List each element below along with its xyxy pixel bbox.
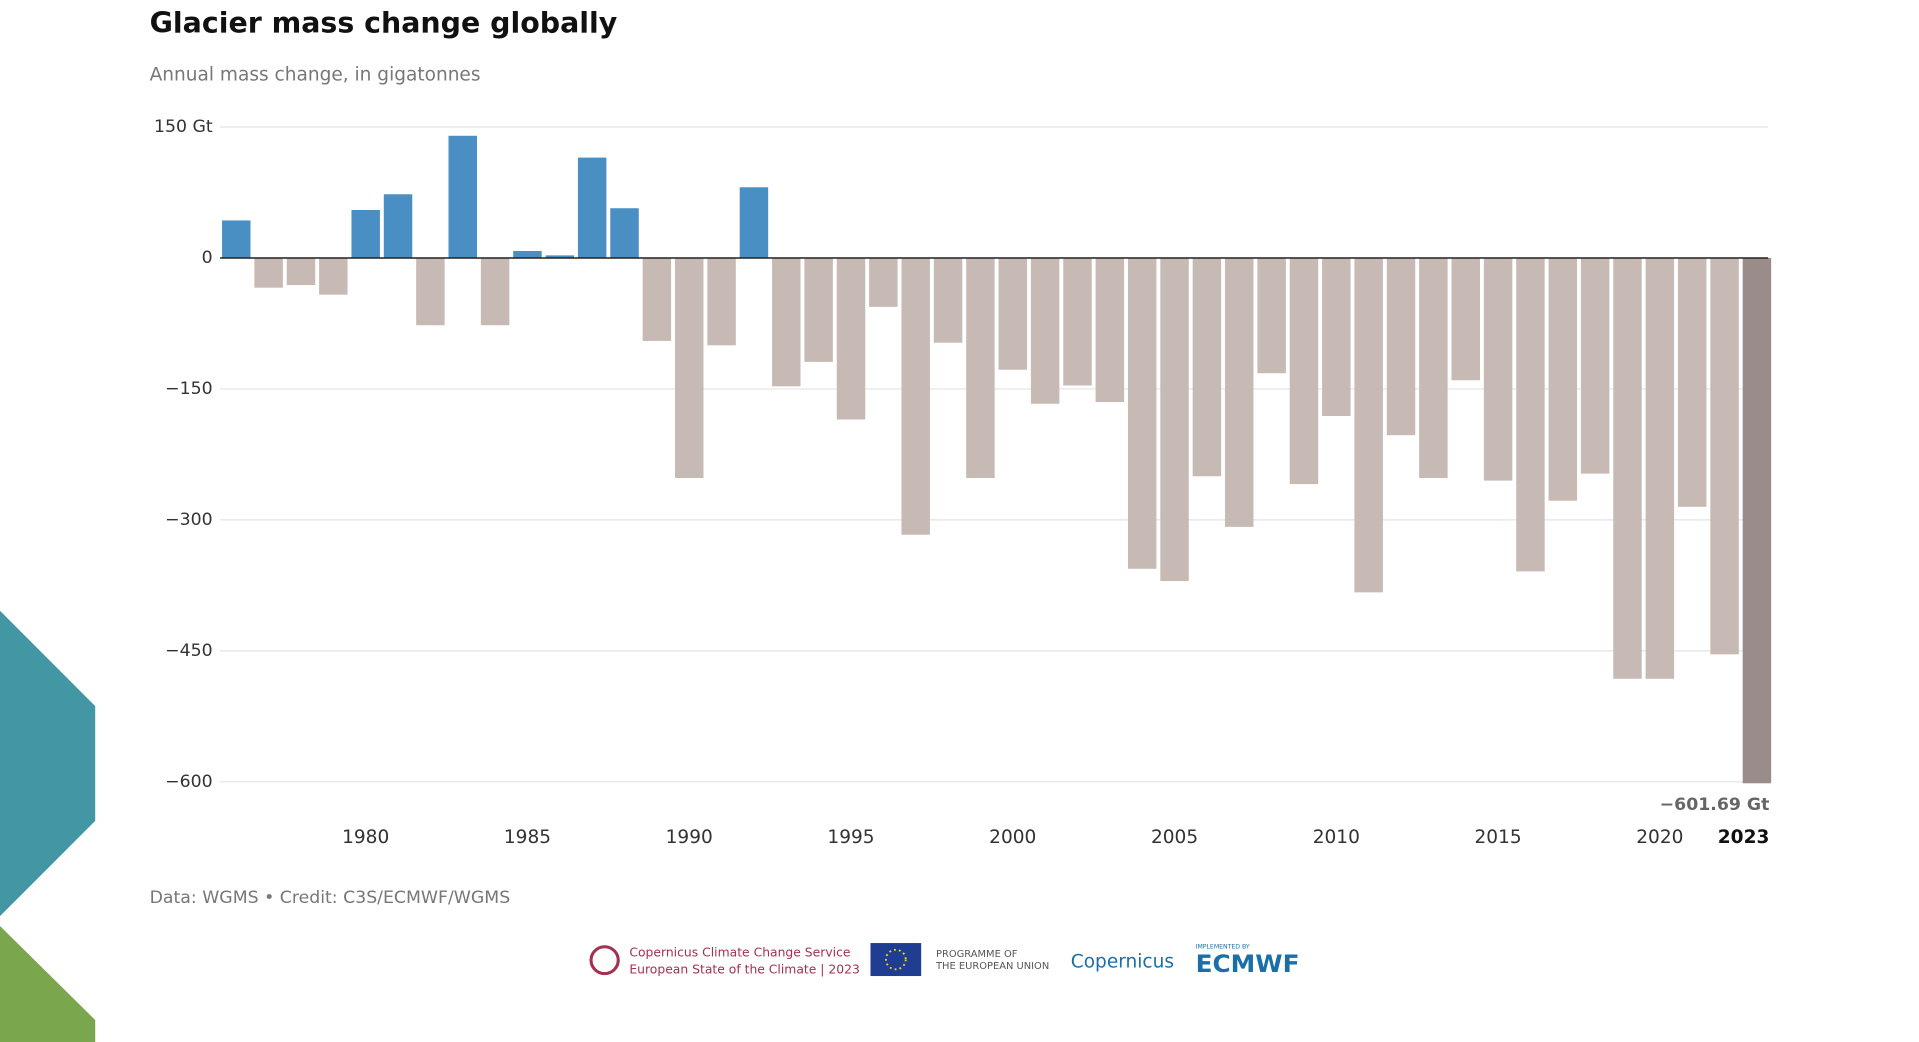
bar — [1257, 257, 1286, 374]
x-tick-label: 2000 — [989, 827, 1036, 848]
x-tick-label: 2015 — [1474, 827, 1521, 848]
bar — [998, 257, 1028, 370]
bar — [1354, 257, 1383, 593]
bar — [1386, 257, 1416, 436]
bar — [577, 157, 607, 258]
source: Data: WGMS • Credit: C3S/ECMWF/WGMS — [150, 888, 511, 908]
bar — [1613, 257, 1642, 679]
bar — [1322, 257, 1351, 417]
bar — [901, 257, 930, 535]
y-tick-label: −600 — [165, 772, 213, 792]
y-tick-label: −300 — [165, 510, 213, 530]
bar — [1160, 257, 1189, 582]
logo-text: Copernicus — [1071, 952, 1174, 973]
y-tick-label: 0 — [202, 248, 213, 268]
logo-text: PROGRAMME OF — [936, 949, 1018, 960]
bar — [642, 257, 672, 341]
y-tick-label: −150 — [165, 379, 213, 399]
c3s-icon — [589, 945, 620, 976]
x-tick-label: 1990 — [666, 827, 713, 848]
bar — [1030, 257, 1060, 404]
bar — [383, 194, 413, 258]
bar — [836, 257, 866, 420]
bar — [513, 251, 542, 258]
y-tick-label: −450 — [165, 641, 213, 661]
chart-subtitle: Annual mass change, in gigatonnes — [150, 65, 481, 86]
bar — [869, 257, 898, 307]
eu-stars — [885, 948, 907, 971]
bar — [966, 257, 995, 478]
bar — [1419, 257, 1448, 478]
logo-text: ECMWF — [1196, 949, 1300, 978]
bar — [1192, 257, 1222, 477]
bar — [1063, 257, 1092, 386]
bar — [480, 257, 510, 326]
bar — [351, 209, 380, 258]
bar — [319, 257, 348, 295]
logo-text: Copernicus Climate Change Service — [629, 945, 850, 959]
logo-text: European State of the Climate | 2023 — [629, 962, 859, 976]
bar — [222, 220, 251, 258]
bar — [739, 187, 769, 258]
bar — [1677, 257, 1707, 507]
bar — [674, 257, 704, 478]
plot: 150 Gt 0 −150 −300 −450 −600 −601.69 Gt 1980 198… — [154, 117, 1772, 848]
bar — [804, 257, 833, 362]
eu-flag — [870, 943, 922, 977]
x-tick-label: 1995 — [827, 827, 874, 848]
bar — [610, 208, 639, 258]
chart-title: Glacier mass change globally — [150, 7, 618, 40]
bar — [1127, 257, 1157, 569]
bar — [933, 257, 963, 343]
bar — [448, 135, 477, 258]
bar — [1742, 257, 1772, 784]
bar — [1516, 257, 1545, 572]
x-tick-label: 2020 — [1636, 827, 1683, 848]
decor-green — [0, 925, 96, 1042]
bar — [1451, 257, 1480, 381]
bar — [1710, 257, 1739, 655]
bar — [1548, 257, 1578, 501]
bar — [1225, 257, 1254, 527]
bar — [1580, 257, 1610, 474]
decor-teal — [0, 610, 96, 917]
logo-text: THE EUROPEAN UNION — [935, 961, 1049, 972]
x-tick-label: 1980 — [342, 827, 389, 848]
bar — [286, 257, 316, 286]
y-tick-label: 150 Gt — [154, 117, 213, 137]
bar — [707, 257, 736, 346]
x-tick-label: 1985 — [504, 827, 551, 848]
x-tick-label: 2005 — [1151, 827, 1198, 848]
bar — [1483, 257, 1513, 481]
value-label: −601.69 Gt — [1660, 795, 1770, 815]
bar — [545, 255, 575, 258]
bar — [1289, 257, 1319, 485]
bar — [772, 257, 801, 387]
bar — [254, 257, 283, 288]
x-tick-label: 2010 — [1313, 827, 1360, 848]
bar — [1095, 257, 1125, 403]
logo-text: IMPLEMENTED BY — [1196, 944, 1250, 951]
x-tick-label: 2023 — [1718, 827, 1770, 848]
logos: Copernicus Climate Change Service Europe… — [589, 943, 1300, 978]
bar — [416, 257, 445, 326]
bar — [1645, 257, 1675, 679]
